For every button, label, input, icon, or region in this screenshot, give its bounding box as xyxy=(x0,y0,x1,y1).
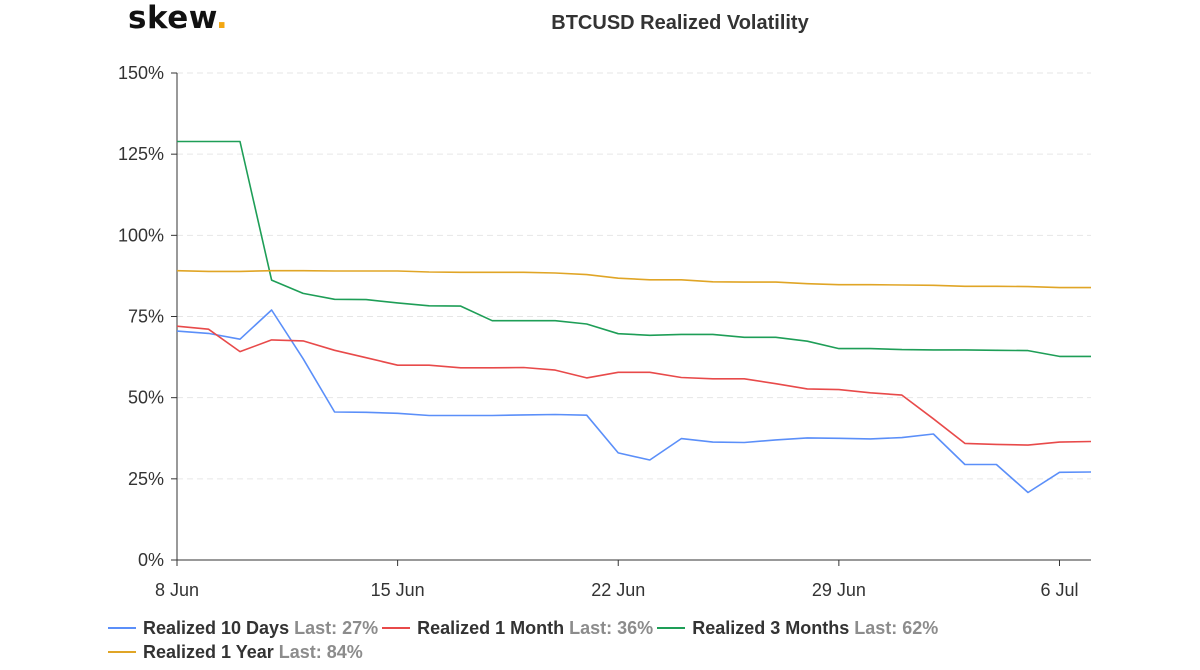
legend: Realized 10 Days Last: 27% Realized 1 Mo… xyxy=(108,616,1108,664)
y-tick-label: 25% xyxy=(128,469,164,489)
x-tick-label: 29 Jun xyxy=(812,580,866,600)
legend-label: Realized 3 Months xyxy=(692,617,850,638)
series-line-realized-3-months xyxy=(177,140,1091,358)
legend-item-10-days[interactable]: Realized 10 Days Last: 27% xyxy=(108,618,378,639)
legend-swatch-1-year xyxy=(108,651,136,653)
series-line-realized-10-days xyxy=(176,309,1092,494)
tick-labels: 0% 25% 50% 75% 100% 125% 150% 8 Jun 15 Jun 22 Jun… xyxy=(118,63,1079,600)
series-lines xyxy=(176,140,1092,494)
chart-title: BTCUSD Realized Volatility xyxy=(551,12,809,34)
legend-item-1-month[interactable]: Realized 1 Month Last: 36% xyxy=(382,618,653,639)
legend-last-value: Last: 62% xyxy=(854,617,939,638)
series-line-realized-1-month xyxy=(176,325,1092,446)
y-tick-label: 125% xyxy=(118,144,164,164)
legend-last-value: Last: 84% xyxy=(278,641,363,662)
legend-item-3-months[interactable]: Realized 3 Months Last: 62% xyxy=(657,618,938,639)
legend-row-2: Realized 1 Year Last: 84% xyxy=(108,640,1108,664)
y-tick-label: 75% xyxy=(128,307,164,327)
y-tick-label: 50% xyxy=(128,388,164,408)
axes xyxy=(171,72,1091,566)
legend-swatch-10-days xyxy=(108,627,136,629)
legend-label: Realized 1 Year xyxy=(143,641,274,662)
x-tick-label: 22 Jun xyxy=(591,580,645,600)
y-tick-label: 150% xyxy=(118,63,164,83)
legend-row-1: Realized 10 Days Last: 27% Realized 1 Mo… xyxy=(108,616,1108,640)
x-tick-label: 8 Jun xyxy=(155,580,199,600)
legend-last-value: Last: 36% xyxy=(569,617,654,638)
volatility-chart: 0% 25% 50% 75% 100% 125% 150% 8 Jun 15 Jun 22 Jun… xyxy=(118,63,1092,600)
legend-label: Realized 10 Days xyxy=(143,617,290,638)
series-line-realized-1-year xyxy=(176,269,1091,289)
x-tick-label: 6 Jul xyxy=(1040,580,1078,600)
legend-last-value: Last: 27% xyxy=(294,617,379,638)
legend-swatch-3-months xyxy=(657,627,686,629)
legend-item-1-year[interactable]: Realized 1 Year Last: 84% xyxy=(108,642,363,663)
grid-lines xyxy=(177,72,1091,480)
y-tick-label: 100% xyxy=(118,225,164,245)
x-tick-label: 15 Jun xyxy=(371,580,425,600)
y-tick-label: 0% xyxy=(138,550,164,570)
skew-logo: skew. xyxy=(128,0,229,36)
legend-swatch-1-month xyxy=(382,627,411,629)
legend-label: Realized 1 Month xyxy=(417,617,565,638)
